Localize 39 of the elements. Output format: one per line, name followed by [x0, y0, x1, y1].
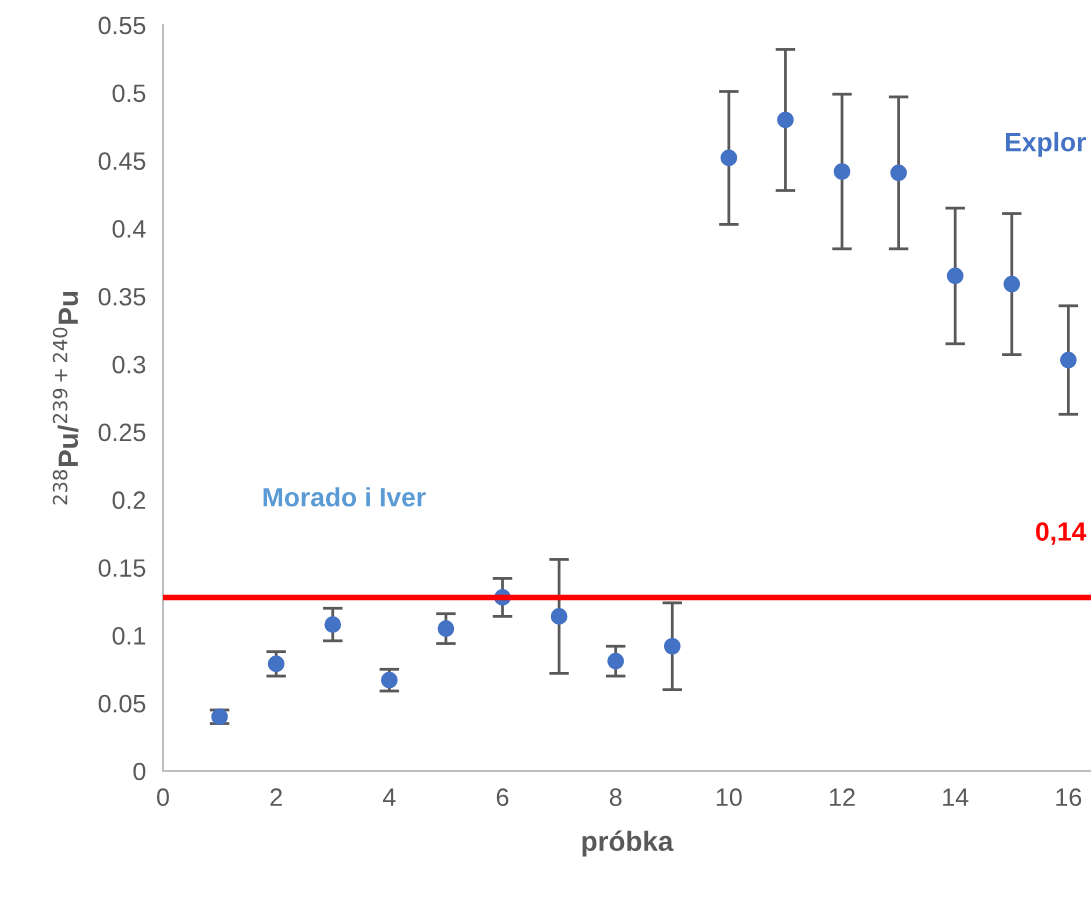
point: [720, 149, 738, 167]
x-tick-label: 14: [943, 788, 969, 806]
x-tick-label: 12: [830, 788, 855, 806]
y-tick-label: 0.3: [112, 355, 146, 374]
point: [946, 267, 964, 285]
point: [1060, 351, 1077, 369]
x-tick-label: 2: [270, 788, 282, 806]
x-tick-label: 16: [1056, 788, 1082, 807]
point: [833, 163, 851, 180]
x-axis-title: próbka: [582, 830, 674, 857]
y-tick-label: 0.55: [98, 16, 146, 35]
point: [1003, 275, 1021, 293]
y-tick-label: 0.5: [112, 84, 146, 103]
x-tick-label: 8: [609, 788, 622, 807]
point: [267, 655, 285, 673]
x-tick-label: 0: [157, 788, 169, 807]
y-tick-label: 0.2: [112, 491, 146, 510]
y-axis-title: $^{238}$Pu/$^{239+240}$Pu: [52, 291, 79, 505]
y-tick-label: 0: [133, 762, 146, 781]
y-tick-label: 0.35: [98, 287, 146, 306]
y-tick-label: 0.05: [98, 694, 146, 713]
point: [550, 608, 568, 625]
y-tick-label: 0.45: [98, 152, 146, 170]
annotation: 0,14: [1036, 522, 1087, 545]
point: [607, 652, 625, 670]
x-tick-label: 6: [496, 788, 509, 807]
x-tick-label: 10: [716, 788, 742, 807]
y-tick-label: 0.4: [112, 220, 146, 238]
x-tick-label: 4: [382, 788, 396, 806]
point: [437, 620, 455, 637]
annotation: Explor: [1006, 132, 1086, 157]
point: [663, 637, 681, 655]
annotation: Morado i Iver: [263, 487, 426, 507]
y-tick-label: 0.15: [98, 559, 146, 577]
point: [324, 616, 342, 633]
point: [777, 111, 794, 129]
point: [890, 164, 907, 182]
y-tick-label: 0.1: [112, 626, 146, 645]
y-tick-label: 0.25: [98, 423, 146, 442]
